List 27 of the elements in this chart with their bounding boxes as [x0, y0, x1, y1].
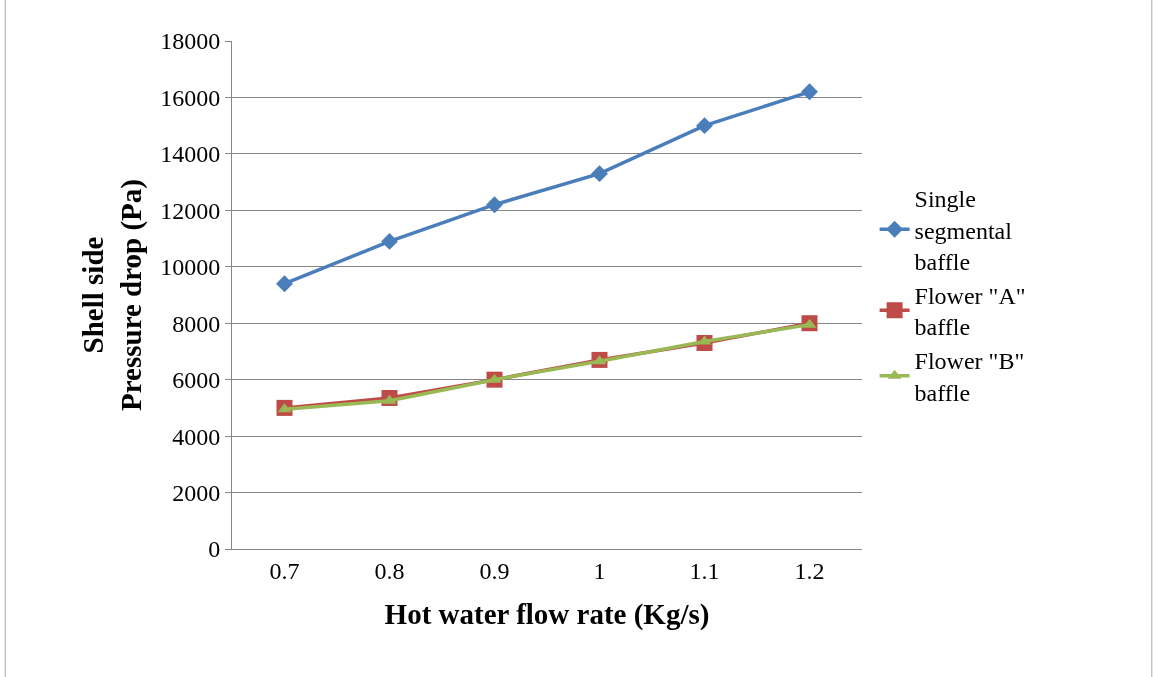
- x-tick-label: 0.9: [479, 557, 510, 584]
- y-tick-label: 0: [208, 536, 221, 563]
- y-tick-label: 16000: [160, 84, 221, 111]
- point: [276, 275, 293, 293]
- point: [696, 117, 713, 135]
- legend-label: Single segmental baffle: [914, 186, 1013, 275]
- point: [801, 83, 818, 101]
- y-tick-label: 18000: [160, 28, 221, 55]
- x-tick-label: 1.1: [689, 557, 720, 584]
- x-tick-label: 0.7: [269, 557, 300, 584]
- y-tick-label: 8000: [172, 310, 221, 337]
- x-axis-title: Hot water flow rate (Kg/s): [384, 597, 710, 631]
- x-tick-label: 1.2: [794, 557, 825, 584]
- point: [381, 232, 398, 250]
- x-tick-label: 1: [593, 557, 606, 584]
- y-axis-title: Shell side Pressure drop (Pa): [76, 179, 148, 411]
- y-tick-label: 4000: [172, 423, 221, 450]
- y-tick-label: 6000: [172, 367, 221, 394]
- point: [486, 196, 503, 214]
- y-tick-label: 14000: [160, 141, 221, 168]
- legend-label: Flower "A" baffle: [914, 283, 1026, 341]
- x-tick-label: 0.8: [374, 557, 405, 584]
- y-tick-label: 10000: [160, 254, 221, 281]
- point: [591, 165, 608, 183]
- y-tick-label: 12000: [160, 197, 221, 224]
- y-tick-label: 2000: [172, 479, 221, 506]
- legend-label: Flower "B" baffle: [914, 348, 1025, 406]
